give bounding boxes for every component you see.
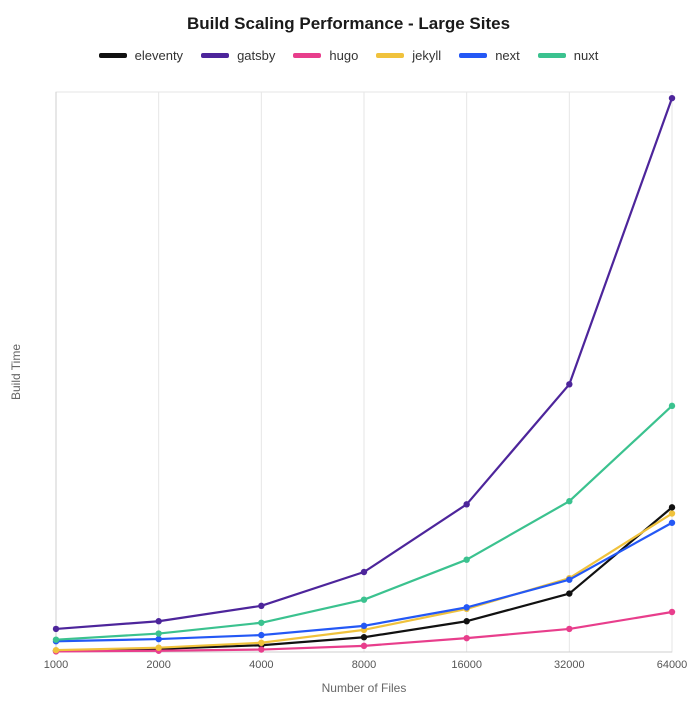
- series-point-eleventy: [361, 634, 367, 640]
- x-tick-label: 1000: [44, 659, 68, 671]
- series-point-next: [669, 520, 675, 526]
- y-axis-title: Build Time: [9, 344, 23, 400]
- series-point-eleventy: [566, 590, 572, 596]
- x-axis-title: Number of Files: [322, 681, 407, 695]
- x-tick-label: 16000: [451, 659, 482, 671]
- series-point-jekyll: [669, 510, 675, 516]
- x-tick-label: 4000: [249, 659, 273, 671]
- x-tick-label: 2000: [146, 659, 170, 671]
- series-point-jekyll: [258, 640, 264, 646]
- series-point-jekyll: [155, 644, 161, 650]
- series-point-next: [463, 604, 469, 610]
- series-point-nuxt: [669, 403, 675, 409]
- series-point-jekyll: [53, 647, 59, 653]
- series-point-nuxt: [258, 620, 264, 626]
- series-point-gatsby: [361, 569, 367, 575]
- series-point-nuxt: [53, 636, 59, 642]
- series-point-next: [155, 636, 161, 642]
- x-tick-label: 32000: [554, 659, 585, 671]
- series-point-gatsby: [155, 618, 161, 624]
- series-point-next: [566, 576, 572, 582]
- series-point-hugo: [463, 635, 469, 641]
- x-tick-label: 8000: [352, 659, 376, 671]
- series-point-hugo: [258, 646, 264, 652]
- series-point-nuxt: [566, 498, 572, 504]
- chart-plot: 1000 2000 4000 8000 16000 32000 64000 Number of…: [0, 0, 697, 716]
- series-point-gatsby: [53, 626, 59, 632]
- series-point-nuxt: [463, 556, 469, 562]
- series-point-eleventy: [669, 504, 675, 510]
- series-point-gatsby: [258, 603, 264, 609]
- series-point-eleventy: [463, 618, 469, 624]
- series-point-next: [258, 632, 264, 638]
- series-point-gatsby: [669, 95, 675, 101]
- series-point-hugo: [361, 643, 367, 649]
- series-point-nuxt: [155, 630, 161, 636]
- chart-container: Build Scaling Performance - Large Sites …: [0, 0, 697, 716]
- series-point-hugo: [669, 609, 675, 615]
- x-tick-label: 64000: [657, 659, 688, 671]
- series-point-hugo: [566, 626, 572, 632]
- series-point-gatsby: [463, 501, 469, 507]
- series-point-gatsby: [566, 381, 572, 387]
- series-point-next: [361, 623, 367, 629]
- series-point-nuxt: [361, 596, 367, 602]
